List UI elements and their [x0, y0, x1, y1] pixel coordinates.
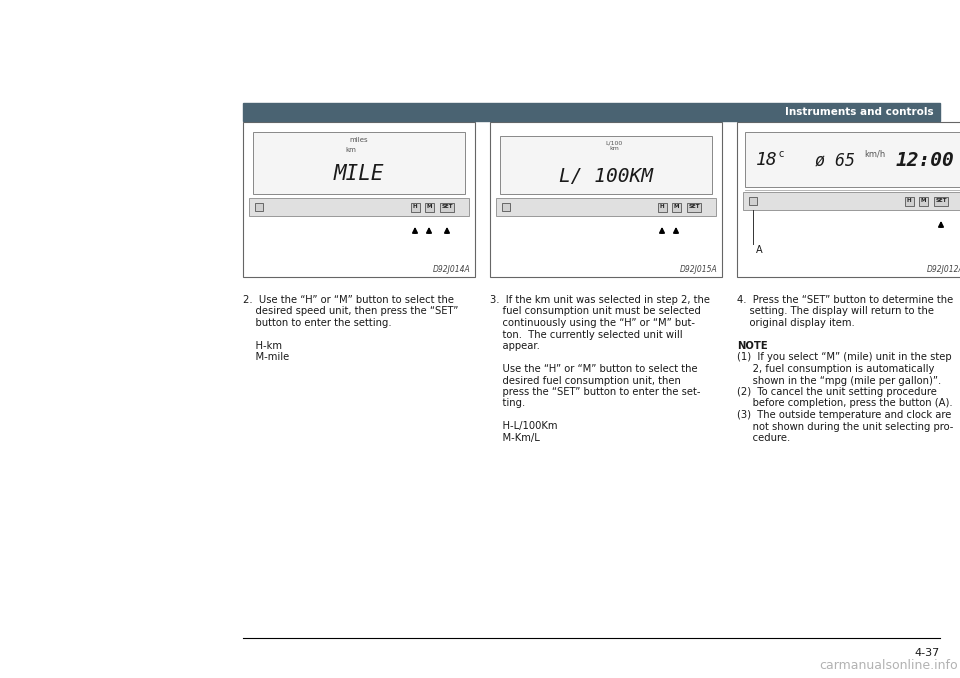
Text: continuously using the “H” or “M” but-: continuously using the “H” or “M” but- [490, 318, 695, 328]
Text: D92J015A: D92J015A [681, 265, 718, 274]
Bar [919, 197, 927, 205]
Text: (1)  If you select “M” (mile) unit in the step: (1) If you select “M” (mile) unit in the… [737, 353, 951, 363]
Text: Use the “H” or “M” button to select the: Use the “H” or “M” button to select the [490, 364, 698, 374]
Text: NOTE: NOTE [737, 341, 768, 351]
Text: desired speed unit, then press the “SET”: desired speed unit, then press the “SET” [243, 306, 458, 317]
Text: ø 65: ø 65 [815, 151, 855, 169]
Text: shown in the “mpg (mile per gallon)”.: shown in the “mpg (mile per gallon)”. [737, 376, 941, 386]
Bar [737, 122, 960, 277]
Text: press the “SET” button to enter the set-: press the “SET” button to enter the set- [490, 387, 701, 397]
Bar [745, 132, 960, 187]
Text: L/ 100KM: L/ 100KM [559, 167, 653, 186]
Text: 18: 18 [756, 151, 778, 169]
Bar [934, 197, 948, 205]
Text: ting.: ting. [490, 399, 525, 409]
Text: 4.  Press the “SET” button to determine the: 4. Press the “SET” button to determine t… [737, 295, 953, 305]
Bar [411, 203, 420, 212]
Text: cedure.: cedure. [737, 433, 790, 443]
Text: D92J014A: D92J014A [433, 265, 471, 274]
Bar [490, 122, 722, 277]
Bar [500, 136, 712, 194]
Text: 2, fuel consumption is automatically: 2, fuel consumption is automatically [737, 364, 934, 374]
Text: (2)  To cancel the unit setting procedure: (2) To cancel the unit setting procedure [737, 387, 937, 397]
Text: H: H [660, 205, 664, 210]
Text: M: M [921, 199, 925, 203]
Text: SET: SET [935, 199, 947, 203]
Bar [904, 197, 914, 205]
Text: L/100
km: L/100 km [606, 140, 623, 151]
Bar [687, 203, 701, 212]
Bar [440, 203, 454, 212]
Text: 3.  If the km unit was selected in step 2, the: 3. If the km unit was selected in step 2… [490, 295, 710, 305]
Text: H-L/100Km: H-L/100Km [490, 422, 558, 431]
Text: button to enter the setting.: button to enter the setting. [243, 318, 392, 328]
Text: km/h: km/h [864, 150, 886, 159]
Bar [243, 122, 475, 277]
Text: M-Km/L: M-Km/L [490, 433, 540, 443]
Bar [658, 203, 666, 212]
Text: D92J012A: D92J012A [927, 265, 960, 274]
Bar [253, 132, 465, 194]
Text: fuel consumption unit must be selected: fuel consumption unit must be selected [490, 306, 701, 317]
Bar [671, 203, 681, 212]
Bar [424, 203, 434, 212]
Bar [743, 192, 960, 210]
Text: c: c [779, 149, 783, 159]
Text: H: H [906, 199, 911, 203]
Bar [496, 198, 716, 216]
Text: original display item.: original display item. [737, 318, 854, 328]
Text: M-mile: M-mile [243, 353, 289, 363]
Text: setting. The display will return to the: setting. The display will return to the [737, 306, 934, 317]
Text: (3)  The outside temperature and clock are: (3) The outside temperature and clock ar… [737, 410, 951, 420]
Text: 4-37: 4-37 [915, 648, 940, 658]
Bar [502, 203, 510, 211]
Bar [749, 197, 757, 205]
Text: 12:00: 12:00 [896, 151, 954, 170]
Text: Instruments and controls: Instruments and controls [785, 107, 934, 117]
Text: H-km: H-km [243, 341, 282, 351]
Text: H: H [413, 205, 418, 210]
Bar [255, 203, 263, 211]
Text: carmanualsonline.info: carmanualsonline.info [820, 659, 958, 672]
Text: appear.: appear. [490, 341, 540, 351]
Text: MILE: MILE [334, 164, 384, 184]
Text: M: M [673, 205, 679, 210]
Text: 2.  Use the “H” or “M” button to select the: 2. Use the “H” or “M” button to select t… [243, 295, 454, 305]
Text: before completion, press the button (A).: before completion, press the button (A). [737, 399, 952, 409]
Text: ton.  The currently selected unit will: ton. The currently selected unit will [490, 330, 683, 340]
Text: SET: SET [688, 205, 700, 210]
Text: desired fuel consumption unit, then: desired fuel consumption unit, then [490, 376, 681, 386]
Text: km: km [346, 147, 356, 153]
Bar [243, 103, 940, 121]
Text: miles: miles [349, 137, 369, 143]
Bar [249, 198, 469, 216]
Text: not shown during the unit selecting pro-: not shown during the unit selecting pro- [737, 422, 953, 431]
Text: M: M [426, 205, 432, 210]
Text: SET: SET [442, 205, 453, 210]
Text: A: A [756, 245, 762, 255]
